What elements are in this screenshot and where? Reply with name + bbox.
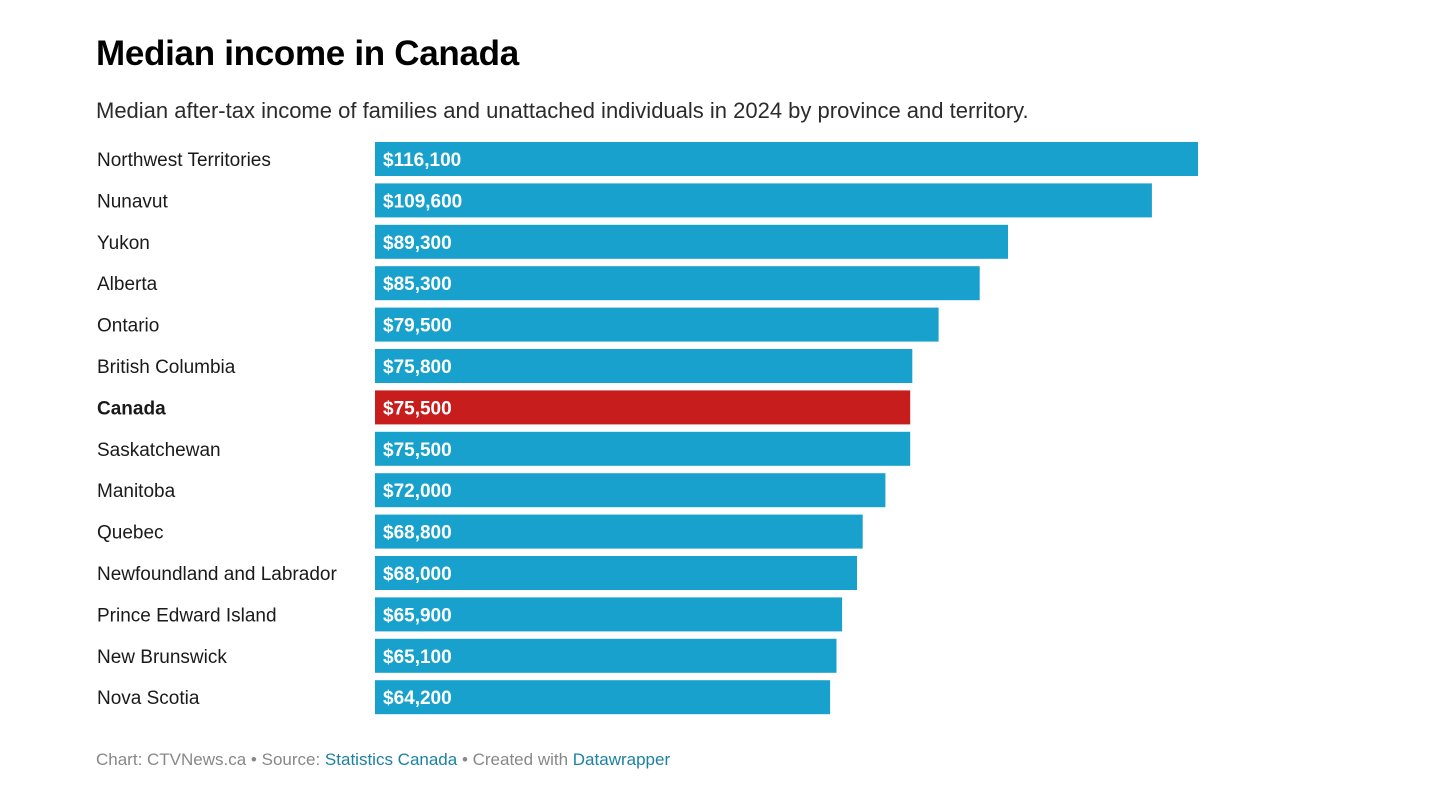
category-label: Newfoundland and Labrador xyxy=(97,564,337,585)
bar xyxy=(375,431,911,466)
value-label: $109,600 xyxy=(383,191,462,212)
bar-row: Manitoba $72,000 xyxy=(97,473,886,508)
bar-row: Northwest Territories $116,100 xyxy=(97,142,1198,176)
category-label: Alberta xyxy=(97,274,158,295)
category-label: Manitoba xyxy=(97,481,176,502)
bar xyxy=(375,597,843,632)
category-label: Prince Edward Island xyxy=(97,605,277,626)
source-link[interactable]: Statistics Canada xyxy=(324,750,458,769)
bar xyxy=(375,514,863,549)
category-label: Canada xyxy=(97,398,166,419)
bar-row: British Columbia $75,800 xyxy=(97,349,913,383)
highlight-bar xyxy=(375,390,911,425)
category-label: Quebec xyxy=(97,523,164,544)
value-label: $85,300 xyxy=(383,274,452,295)
category-label: New Brunswick xyxy=(97,647,227,668)
bar xyxy=(375,266,980,301)
value-label: $65,100 xyxy=(383,647,452,668)
bar-row: Nunavut $109,600 xyxy=(97,183,1152,218)
bar-row: Ontario $79,500 xyxy=(97,307,939,342)
chart-title: Median income in Canada xyxy=(96,34,519,73)
category-label: Ontario xyxy=(97,316,159,337)
bar-row: Canada $75,500 xyxy=(97,390,911,425)
bar xyxy=(375,307,939,342)
value-label: $116,100 xyxy=(383,150,461,171)
bar xyxy=(375,142,1198,176)
bar xyxy=(375,638,837,673)
bar xyxy=(375,349,913,383)
value-label: $64,200 xyxy=(383,688,452,709)
value-label: $75,800 xyxy=(383,357,452,378)
footer-created: • Created with xyxy=(457,750,573,769)
bar xyxy=(375,183,1152,218)
bar-row: Quebec $68,800 xyxy=(97,514,863,549)
value-label: $75,500 xyxy=(383,440,452,461)
bar-row: Prince Edward Island $65,900 xyxy=(97,597,843,632)
bar-row: Nova Scotia $64,200 xyxy=(97,680,831,715)
bar xyxy=(375,680,831,715)
value-label: $68,800 xyxy=(383,523,452,544)
bar xyxy=(375,473,886,508)
bar-row: New Brunswick $65,100 xyxy=(97,638,837,673)
chart-subtitle: Median after-tax income of families and … xyxy=(96,98,1029,123)
chart-footer: Chart: CTVNews.ca • Source: Statistics C… xyxy=(96,750,670,770)
value-label: $75,500 xyxy=(383,398,452,419)
bar xyxy=(375,556,857,590)
category-label: British Columbia xyxy=(97,357,236,378)
category-label: Saskatchewan xyxy=(97,440,221,461)
bar-row: Alberta $85,300 xyxy=(97,266,980,301)
bar-chart: Northwest Territories $116,100 Nunavut $109… xyxy=(97,142,1198,715)
value-label: $72,000 xyxy=(383,481,452,502)
category-label: Nunavut xyxy=(97,191,168,212)
value-label: $79,500 xyxy=(383,316,452,337)
category-label: Northwest Territories xyxy=(97,150,271,171)
bar-row: Saskatchewan $75,500 xyxy=(97,431,911,466)
value-label: $65,900 xyxy=(383,605,452,626)
datawrapper-link[interactable]: Datawrapper xyxy=(572,750,671,769)
footer-credit: Chart: CTVNews.ca • Source: xyxy=(96,750,325,769)
category-label: Yukon xyxy=(97,233,150,254)
category-label: Nova Scotia xyxy=(97,688,200,709)
bar-row: Newfoundland and Labrador $68,000 xyxy=(97,556,857,590)
bar xyxy=(375,224,1008,259)
value-label: $89,300 xyxy=(383,233,452,254)
bar-row: Yukon $89,300 xyxy=(97,224,1008,259)
value-label: $68,000 xyxy=(383,564,452,585)
